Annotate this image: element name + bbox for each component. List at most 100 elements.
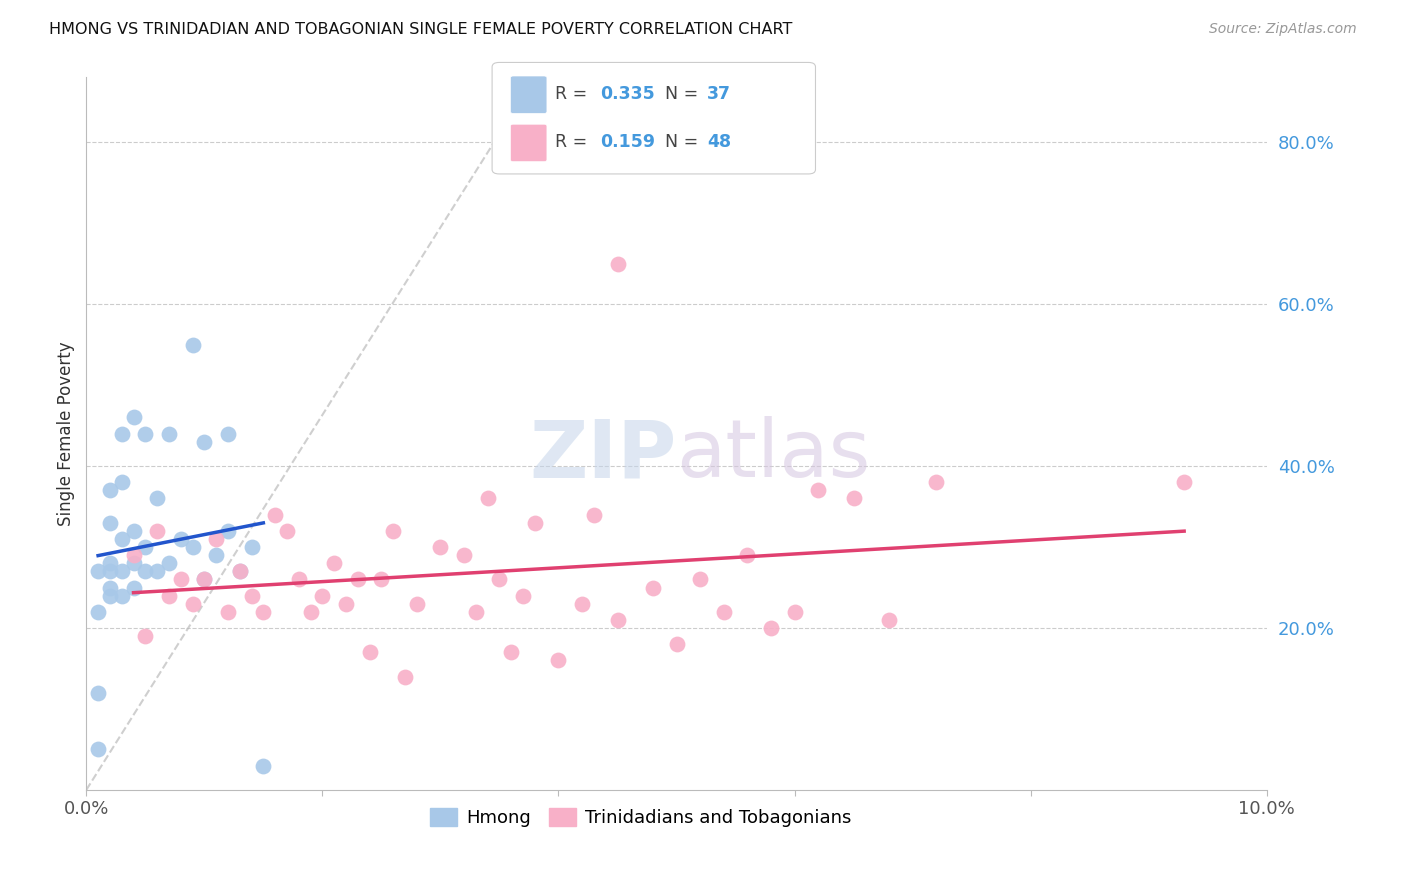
- Point: [217, 426, 239, 441]
- Point: [193, 573, 215, 587]
- Point: [394, 669, 416, 683]
- Point: [429, 540, 451, 554]
- Point: [382, 524, 405, 538]
- Text: 0.159: 0.159: [600, 133, 655, 151]
- Point: [229, 564, 252, 578]
- Point: [453, 548, 475, 562]
- Text: 48: 48: [707, 133, 731, 151]
- Text: Source: ZipAtlas.com: Source: ZipAtlas.com: [1209, 22, 1357, 37]
- Point: [276, 524, 298, 538]
- Point: [264, 508, 287, 522]
- Point: [783, 605, 806, 619]
- Point: [665, 637, 688, 651]
- Point: [170, 573, 193, 587]
- Point: [193, 434, 215, 449]
- Point: [205, 532, 228, 546]
- Point: [877, 613, 900, 627]
- Point: [122, 410, 145, 425]
- Point: [229, 564, 252, 578]
- Point: [346, 573, 368, 587]
- Point: [87, 686, 110, 700]
- Point: [146, 491, 169, 506]
- Point: [464, 605, 486, 619]
- Point: [98, 516, 121, 530]
- Point: [689, 573, 711, 587]
- Point: [217, 524, 239, 538]
- Point: [1173, 475, 1195, 490]
- Point: [181, 540, 204, 554]
- Point: [842, 491, 865, 506]
- Point: [582, 508, 605, 522]
- Point: [111, 564, 134, 578]
- Point: [501, 645, 523, 659]
- Point: [641, 581, 664, 595]
- Point: [98, 581, 121, 595]
- Point: [111, 532, 134, 546]
- Legend: Hmong, Trinidadians and Tobagonians: Hmong, Trinidadians and Tobagonians: [423, 801, 859, 834]
- Point: [252, 758, 274, 772]
- Point: [240, 589, 263, 603]
- Point: [157, 556, 180, 570]
- Text: N =: N =: [665, 85, 704, 103]
- Point: [146, 564, 169, 578]
- Text: R =: R =: [555, 85, 593, 103]
- Point: [157, 589, 180, 603]
- Point: [523, 516, 546, 530]
- Point: [122, 548, 145, 562]
- Point: [252, 605, 274, 619]
- Point: [181, 337, 204, 351]
- Point: [134, 540, 156, 554]
- Text: 37: 37: [707, 85, 731, 103]
- Point: [98, 589, 121, 603]
- Point: [240, 540, 263, 554]
- Point: [311, 589, 333, 603]
- Point: [299, 605, 322, 619]
- Text: N =: N =: [665, 133, 704, 151]
- Point: [134, 629, 156, 643]
- Point: [606, 613, 628, 627]
- Point: [146, 524, 169, 538]
- Point: [122, 524, 145, 538]
- Point: [606, 257, 628, 271]
- Point: [713, 605, 735, 619]
- Point: [205, 548, 228, 562]
- Point: [488, 573, 510, 587]
- Point: [134, 564, 156, 578]
- Point: [807, 483, 830, 498]
- Text: ZIP: ZIP: [529, 416, 676, 494]
- Point: [157, 426, 180, 441]
- Point: [370, 573, 392, 587]
- Point: [134, 426, 156, 441]
- Text: R =: R =: [555, 133, 593, 151]
- Point: [87, 742, 110, 756]
- Point: [288, 573, 311, 587]
- Point: [170, 532, 193, 546]
- Y-axis label: Single Female Poverty: Single Female Poverty: [58, 342, 75, 526]
- Point: [737, 548, 759, 562]
- Point: [122, 556, 145, 570]
- Point: [405, 597, 427, 611]
- Point: [98, 556, 121, 570]
- Point: [477, 491, 499, 506]
- Point: [98, 564, 121, 578]
- Point: [512, 589, 534, 603]
- Point: [323, 556, 346, 570]
- Text: HMONG VS TRINIDADIAN AND TOBAGONIAN SINGLE FEMALE POVERTY CORRELATION CHART: HMONG VS TRINIDADIAN AND TOBAGONIAN SING…: [49, 22, 793, 37]
- Point: [111, 475, 134, 490]
- Point: [217, 605, 239, 619]
- Point: [111, 426, 134, 441]
- Text: 0.335: 0.335: [600, 85, 655, 103]
- Point: [759, 621, 782, 635]
- Point: [122, 581, 145, 595]
- Point: [571, 597, 593, 611]
- Point: [181, 597, 204, 611]
- Point: [111, 589, 134, 603]
- Point: [193, 573, 215, 587]
- Point: [98, 483, 121, 498]
- Point: [925, 475, 948, 490]
- Point: [359, 645, 381, 659]
- Point: [335, 597, 357, 611]
- Text: atlas: atlas: [676, 416, 870, 494]
- Point: [547, 653, 569, 667]
- Point: [87, 564, 110, 578]
